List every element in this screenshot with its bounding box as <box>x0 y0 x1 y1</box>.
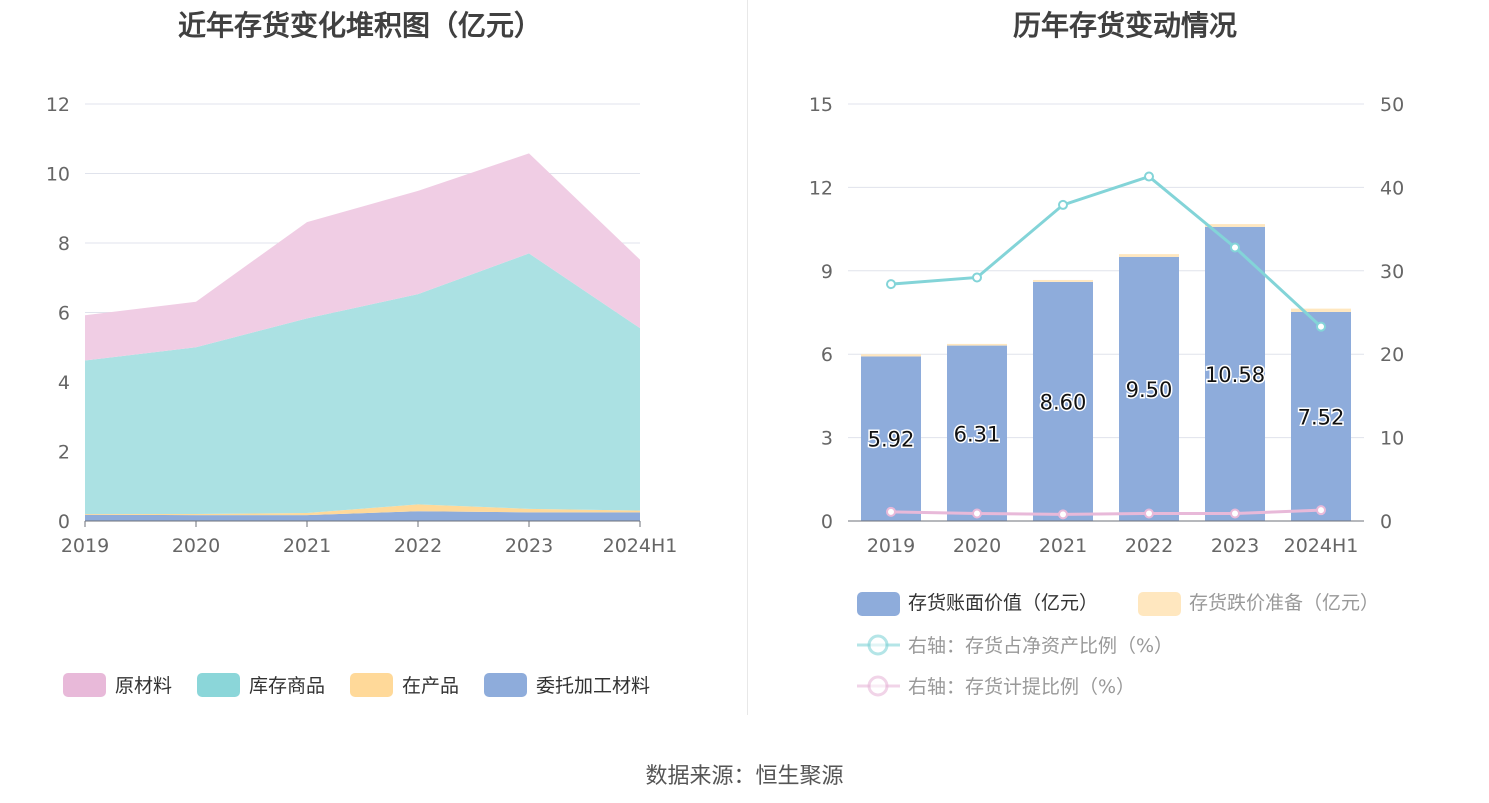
x-tick-label: 2019 <box>867 535 915 557</box>
legend-label: 存货账面价值（亿元） <box>908 592 1098 614</box>
x-tick-label: 2022 <box>394 535 442 557</box>
bar-value-label: 10.58 <box>1205 363 1265 387</box>
bar-value-label: 7.52 <box>1298 405 1345 429</box>
legend-swatch <box>197 673 240 697</box>
bar-book-value <box>1033 281 1093 521</box>
bar-provision <box>1205 224 1265 227</box>
bar-value-label: 6.31 <box>954 422 1001 446</box>
bar-book-value <box>861 356 921 521</box>
line-point <box>1230 508 1240 519</box>
legend-label: 原材料 <box>115 675 172 697</box>
legend-swatch <box>484 673 527 697</box>
bar-book-value <box>1205 226 1265 521</box>
legend-swatch <box>350 673 393 697</box>
bar-value-label: 5.92 <box>868 428 915 452</box>
line-point <box>1316 321 1326 332</box>
y2-tick-label: 10 <box>1380 428 1404 450</box>
line-point <box>1144 508 1154 519</box>
y-tick-label: 3 <box>821 428 833 450</box>
x-tick-label: 2023 <box>1211 535 1259 557</box>
x-tick-label: 2022 <box>1125 535 1173 557</box>
area-series <box>85 511 640 521</box>
y-tick-label: 0 <box>58 511 70 533</box>
y-tick-label: 15 <box>809 94 833 116</box>
right-chart-title: 历年存货变动情况 <box>1012 9 1237 42</box>
legend-label: 库存商品 <box>249 675 325 697</box>
panel-divider <box>747 0 748 715</box>
line-point <box>1316 505 1326 516</box>
line-point <box>972 508 982 519</box>
y2-tick-label: 30 <box>1380 261 1404 283</box>
bar-provision <box>1119 254 1179 257</box>
left-chart-title: 近年存货变化堆积图（亿元） <box>177 9 542 42</box>
line-point <box>972 272 982 283</box>
legend-swatch <box>1138 592 1181 616</box>
line-provision-ratio <box>890 508 1322 516</box>
bar-line-chart: 0 3 6 9 12 15 0 10 20 30 40 50 2019 2020 2021 2022 2023 2… <box>809 94 1404 698</box>
y-tick-label: 0 <box>821 511 833 533</box>
x-tick-label: 2024H1 <box>1284 535 1359 557</box>
y-tick-label: 8 <box>58 233 70 255</box>
legend-marker-icon <box>867 634 889 656</box>
y-tick-label: 10 <box>46 164 70 186</box>
legend-label: 在产品 <box>402 675 459 697</box>
y-tick-label: 6 <box>58 303 70 325</box>
x-tick-label: 2019 <box>61 535 109 557</box>
legend-label: 右轴：存货计提比例（%） <box>908 676 1135 698</box>
stacked-area-chart: 0 2 4 6 8 10 12 2019 2020 2021 2022 2023 2024H1 原材料 库存… <box>46 94 678 697</box>
line-point <box>886 506 896 517</box>
line-point <box>886 279 896 290</box>
line-point <box>1058 199 1068 210</box>
x-tick-label: 2023 <box>505 535 553 557</box>
bar-provision <box>861 354 921 357</box>
y-tick-label: 4 <box>58 372 70 394</box>
y-tick-label: 9 <box>821 261 833 283</box>
data-source-label: 数据来源：恒生聚源 <box>645 764 844 789</box>
legend-swatch <box>857 592 900 616</box>
line-point <box>1144 171 1154 182</box>
y2-tick-label: 20 <box>1380 344 1404 366</box>
x-tick-label: 2020 <box>953 535 1001 557</box>
line-point <box>1230 242 1240 253</box>
y-tick-label: 2 <box>58 442 70 464</box>
bar-value-label: 9.50 <box>1126 378 1173 402</box>
x-tick-label: 2021 <box>1039 535 1087 557</box>
x-tick-label: 2021 <box>283 535 331 557</box>
line-point <box>1058 509 1068 520</box>
area-series <box>85 504 640 516</box>
legend-marker-icon <box>867 675 889 697</box>
legend-swatch <box>63 673 106 697</box>
bar-value-label: 8.60 <box>1040 390 1087 414</box>
legend-label: 右轴：存货占净资产比例（%） <box>908 635 1173 657</box>
y-tick-label: 6 <box>821 344 833 366</box>
bar-book-value <box>947 345 1007 521</box>
y2-tick-label: 40 <box>1380 177 1404 199</box>
bar-provision <box>1033 279 1093 282</box>
y-tick-label: 12 <box>809 177 833 199</box>
y-tick-label: 12 <box>46 94 70 116</box>
y2-tick-label: 0 <box>1380 511 1392 533</box>
area-series <box>85 253 640 515</box>
line-inventory-ratio <box>890 174 1323 328</box>
bar-provision <box>947 343 1007 346</box>
x-tick-label: 2024H1 <box>603 535 678 557</box>
bar-provision <box>1291 308 1351 312</box>
legend-label: 委托加工材料 <box>536 675 650 697</box>
legend-label: 存货跌价准备（亿元） <box>1189 592 1379 614</box>
bar-book-value <box>1119 256 1179 521</box>
x-tick-label: 2020 <box>172 535 220 557</box>
y2-tick-label: 50 <box>1380 94 1404 116</box>
area-series <box>85 153 640 361</box>
bar-book-value <box>1291 311 1351 521</box>
